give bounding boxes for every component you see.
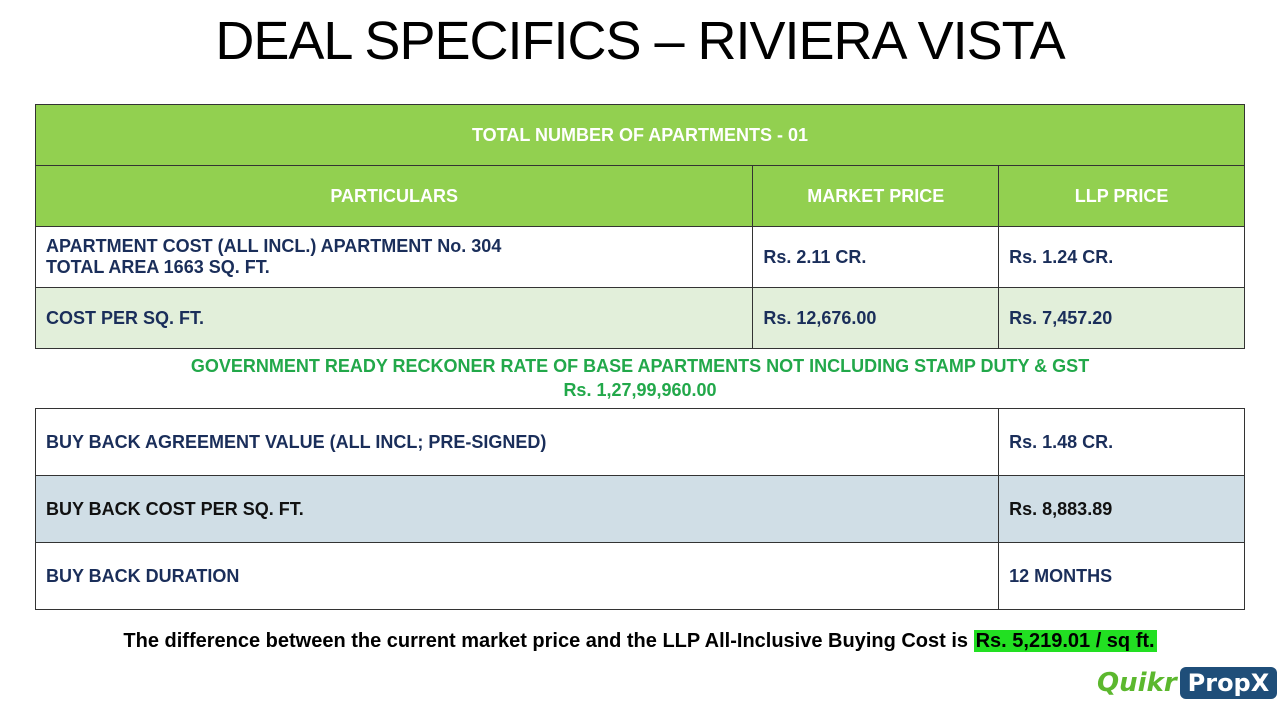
government-rate-value: Rs. 1,27,99,960.00 xyxy=(563,380,717,400)
buy-back-table: BUY BACK AGREEMENT VALUE (ALL INCL; PRE-… xyxy=(34,408,1245,610)
table-row: BUY BACK COST PER SQ. FT. Rs. 8,883.89 xyxy=(34,475,1245,543)
column-header-llp-price: LLP PRICE xyxy=(998,165,1245,227)
table-row: BUY BACK AGREEMENT VALUE (ALL INCL; PRE-… xyxy=(34,408,1245,476)
column-header-particulars: PARTICULARS xyxy=(34,165,754,227)
market-price-cell: Rs. 2.11 CR. xyxy=(752,226,1000,288)
logo-quikr-text: Quikr xyxy=(1097,668,1177,698)
row-value: Rs. 1.48 CR. xyxy=(998,408,1245,476)
deal-pricing-table: TOTAL NUMBER OF APARTMENTS - 01 PARTICUL… xyxy=(34,104,1245,349)
summary-highlight: Rs. 5,219.01 / sq ft. xyxy=(973,630,1157,652)
row-value: Rs. 8,883.89 xyxy=(998,475,1245,543)
page-title: DEAL SPECIFICS – RIVIERA VISTA xyxy=(215,11,1065,71)
summary-text: The difference between the current marke… xyxy=(123,630,974,652)
row-label: APARTMENT COST (ALL INCL.) APARTMENT No.… xyxy=(34,226,754,288)
total-apartments-header: TOTAL NUMBER OF APARTMENTS - 01 xyxy=(35,104,1245,166)
logo-propx-text: PropX xyxy=(1179,667,1278,699)
row-label: BUY BACK DURATION xyxy=(34,542,1000,610)
table-row: APARTMENT COST (ALL INCL.) APARTMENT No.… xyxy=(34,226,1245,288)
summary-statement: The difference between the current marke… xyxy=(0,630,1280,653)
row-label: BUY BACK COST PER SQ. FT. xyxy=(34,475,1000,543)
llp-price-cell: Rs. 1.24 CR. xyxy=(998,226,1245,288)
market-price-cell: Rs. 12,676.00 xyxy=(752,287,1000,349)
table-row: COST PER SQ. FT. Rs. 12,676.00 Rs. 7,457… xyxy=(34,287,1245,349)
government-rate-label: GOVERNMENT READY RECKONER RATE OF BASE A… xyxy=(190,356,1090,376)
table-row: BUY BACK DURATION 12 MONTHS xyxy=(34,542,1245,610)
row-value: 12 MONTHS xyxy=(998,542,1245,610)
column-header-market-price: MARKET PRICE xyxy=(752,165,1000,227)
government-rate-note: GOVERNMENT READY RECKONER RATE OF BASE A… xyxy=(35,354,1245,402)
quikr-propx-logo: Quikr PropX xyxy=(1097,664,1278,702)
row-label-line2: TOTAL AREA 1663 SQ. FT. xyxy=(46,257,270,277)
row-label: BUY BACK AGREEMENT VALUE (ALL INCL; PRE-… xyxy=(34,408,1000,476)
row-label-line1: APARTMENT COST (ALL INCL.) APARTMENT No.… xyxy=(46,236,502,256)
llp-price-cell: Rs. 7,457.20 xyxy=(998,287,1245,349)
row-label: COST PER SQ. FT. xyxy=(34,287,754,349)
